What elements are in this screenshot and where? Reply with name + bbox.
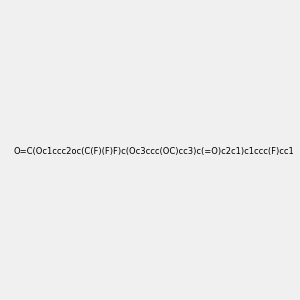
Text: O=C(Oc1ccc2oc(C(F)(F)F)c(Oc3ccc(OC)cc3)c(=O)c2c1)c1ccc(F)cc1: O=C(Oc1ccc2oc(C(F)(F)F)c(Oc3ccc(OC)cc3)c…	[14, 147, 294, 156]
